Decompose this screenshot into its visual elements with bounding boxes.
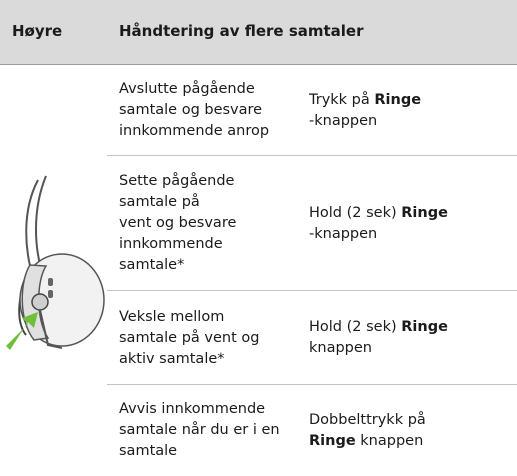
bold-text: Ringe — [401, 204, 448, 221]
text: Dobbelttrykk på — [309, 411, 426, 428]
cell-line: samtale på — [119, 194, 200, 210]
cell-line: vent og besvare — [119, 215, 237, 231]
action-cell: Sette pågående samtale på vent og besvare i… — [119, 171, 236, 276]
cell-line: Avvis innkommende — [119, 401, 266, 417]
cell-line: Veksle mellom — [119, 308, 225, 325]
cell-line: Hold (2 sek) Ringe — [309, 317, 448, 338]
cell-line: Avslutte pågående — [119, 81, 255, 97]
cell-line: innkommende — [119, 236, 223, 252]
text: knappen — [309, 340, 372, 356]
table-row: Veksle mellom samtale på vent og aktiv sam… — [107, 291, 517, 385]
cell-line: samtale* — [119, 257, 185, 273]
cell-line: samtale når du er i en — [119, 422, 280, 438]
text: -knappen — [309, 225, 378, 242]
cell-line: Hold (2 sek) Ringe — [309, 203, 448, 224]
text: knappen — [355, 432, 424, 449]
header-cell: Håndtering av flere samtaler — [119, 22, 364, 40]
control-cell: Dobbelttrykk på Ringe knappen — [309, 410, 426, 452]
cell-line: knappen — [309, 338, 448, 359]
table-row: Avvis innkommende samtale når du er i en s… — [107, 385, 517, 475]
cell-line: Trykk på Ringe — [309, 90, 421, 111]
table-row: Sette pågående samtale på vent og besvare i… — [107, 156, 517, 291]
action-cell: Avvis innkommende samtale når du er i en s… — [119, 399, 280, 462]
text: Trykk på — [309, 91, 375, 108]
action-cell: Avslutte pågående samtale og besvare innko… — [119, 79, 269, 142]
bold-text: Ringe — [309, 432, 356, 449]
control-cell: Hold (2 sek) Ringe -knappen — [309, 203, 448, 245]
text: Hold (2 sek) — [309, 204, 402, 221]
cell-line: Dobbelttrykk på — [309, 410, 426, 431]
header-cell: Høyre — [12, 22, 63, 40]
control-cell: Trykk på Ringe -knappen — [309, 90, 421, 132]
table-row: Avslutte pågående samtale og besvare innko… — [107, 65, 517, 156]
headset-illustration — [6, 175, 105, 350]
cell-line: samtale — [119, 443, 178, 459]
control-cell: Hold (2 sek) Ringe knappen — [309, 317, 448, 359]
cell-line: samtale på vent og — [119, 329, 260, 346]
cell-line: Ringe knappen — [309, 431, 426, 452]
bold-text: Ringe — [374, 91, 422, 108]
action-cell: Veksle mellom samtale på vent og aktiv sam… — [119, 307, 259, 370]
cell-line: innkommende anrop — [119, 123, 270, 139]
cell-line: Sette pågående — [119, 173, 235, 189]
cell-line: aktiv samtale* — [119, 350, 225, 367]
bold-text: Ringe — [401, 319, 448, 335]
text: -knappen — [309, 112, 378, 129]
cell-line: -knappen — [309, 111, 421, 132]
cell-line: -knappen — [309, 224, 448, 245]
table-header: Høyre Håndtering av flere samtaler — [0, 0, 517, 65]
text: Hold (2 sek) — [309, 319, 402, 335]
cell-line: samtale og besvare — [119, 102, 263, 118]
